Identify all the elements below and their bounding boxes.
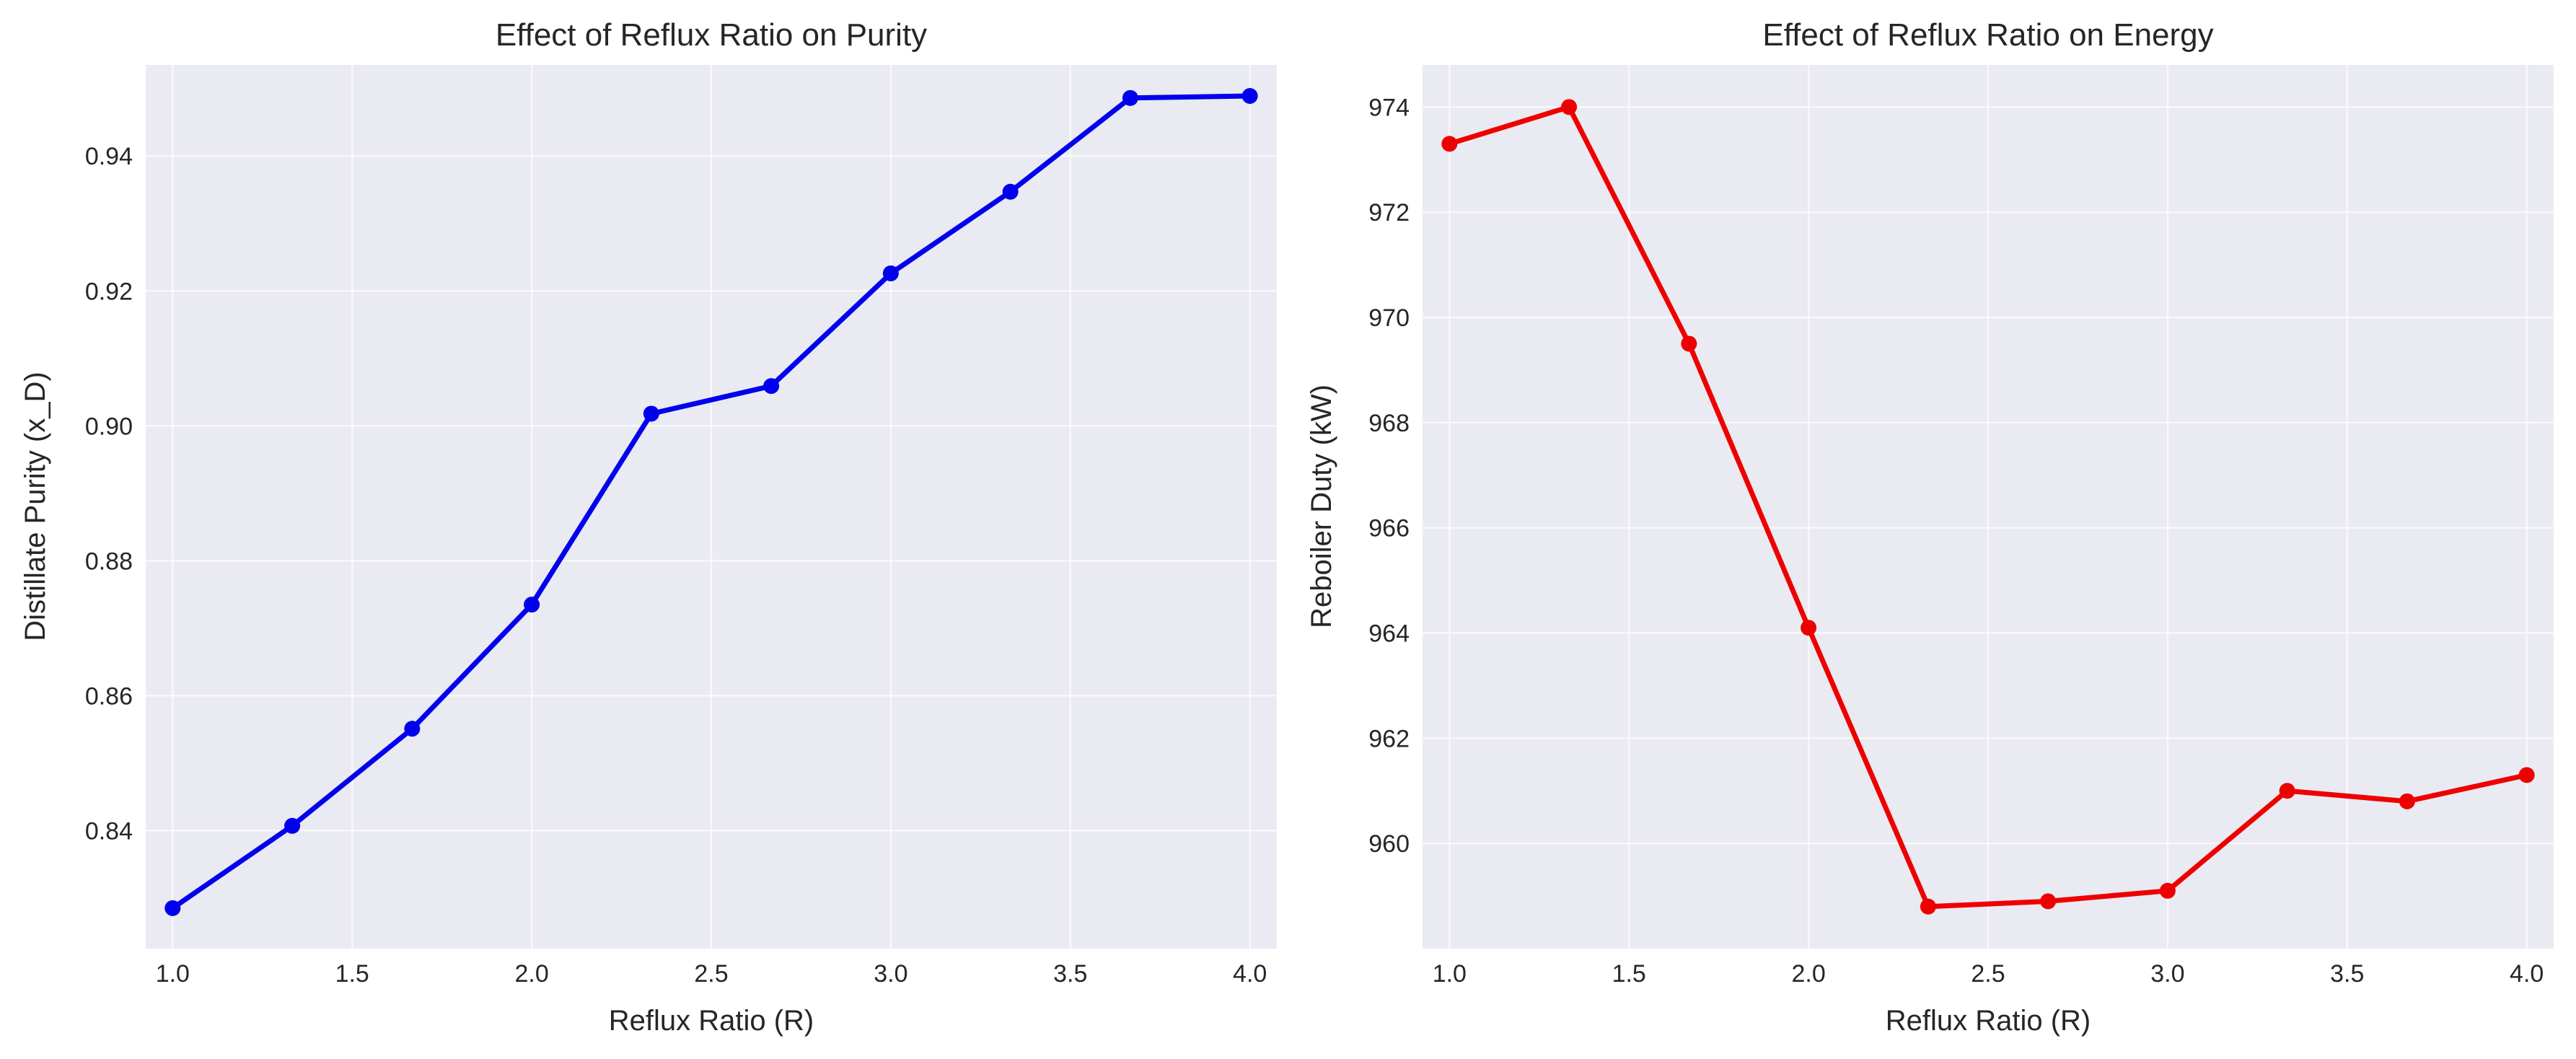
data-point [1002,183,1019,200]
tick-labels-energy: 1.0 1.5 2.0 2.5 3.0 3.5 4.0 960 962 964 966 968 970 9… [1368,94,2544,988]
x-tick-label: 3.0 [874,960,907,988]
x-axis-label-purity: Reflux Ratio (R) [609,1005,814,1037]
data-point [2040,893,2057,910]
y-tick-label: 0.92 [85,278,133,305]
y-tick-label: 0.94 [85,143,133,170]
x-tick-label: 1.0 [1433,960,1467,988]
x-tick-label: 1.5 [335,960,369,988]
data-point [1801,620,1817,636]
series-purity [164,88,1258,916]
data-point [1241,88,1258,105]
x-tick-label: 3.0 [2150,960,2184,988]
data-point [404,721,421,737]
y-tick-label: 960 [1368,830,1410,858]
x-tick-label: 2.0 [514,960,548,988]
y-tick-label: 974 [1368,94,1410,121]
y-tick-label: 964 [1368,620,1410,648]
x-tick-label: 2.0 [1791,960,1825,988]
data-point [643,405,659,422]
x-tick-label: 2.5 [1971,960,2005,988]
data-point [763,378,780,395]
x-tick-label: 1.5 [1612,960,1646,988]
series-line-purity [170,93,1253,911]
panel-purity: Effect of Reflux Ratio on Purity Reflux … [19,17,1277,1037]
y-tick-label: 968 [1368,410,1410,437]
y-tick-label: 972 [1368,199,1410,227]
data-point [2279,783,2295,799]
chart-title-energy: Effect of Reflux Ratio on Energy [1762,17,2213,53]
gridlines-purity [146,65,1277,949]
data-point [1122,89,1138,106]
y-tick-label: 0.84 [85,817,133,845]
data-point [2159,882,2176,899]
y-tick-label: 0.90 [85,413,133,440]
x-tick-label: 2.5 [694,960,728,988]
x-tick-label: 3.5 [1053,960,1087,988]
y-axis-label-purity: Distillate Purity (x_D) [19,372,51,641]
x-tick-label: 1.0 [156,960,190,988]
data-point [882,265,899,281]
data-point [1561,99,1578,115]
panel-energy: Effect of Reflux Ratio on Energy Reflux … [1306,17,2554,1037]
x-tick-label: 3.5 [2330,960,2364,988]
x-tick-label: 4.0 [1233,960,1267,988]
data-point [1441,136,1458,152]
x-tick-label: 4.0 [2510,960,2544,988]
data-point [284,817,301,834]
data-point [1681,335,1697,352]
y-tick-label: 0.86 [85,682,133,710]
y-tick-label: 966 [1368,515,1410,542]
data-point [2399,793,2415,809]
y-tick-label: 0.88 [85,548,133,575]
chart-title-purity: Effect of Reflux Ratio on Purity [496,17,927,53]
data-point [1920,898,1936,915]
x-axis-label-energy: Reflux Ratio (R) [1886,1005,2091,1037]
y-tick-label: 970 [1368,304,1410,332]
data-point [2518,767,2535,783]
y-tick-label: 962 [1368,725,1410,752]
gridlines-energy [1423,65,2554,949]
data-point [524,597,540,613]
tick-labels-purity: 1.0 1.5 2.0 2.5 3.0 3.5 4.0 0.84 0.86 0.88 0.90 0.9… [85,143,1267,988]
y-axis-label-energy: Reboiler Duty (kW) [1306,385,1337,628]
series-line-energy [1446,104,2530,910]
series-energy [1441,99,2535,915]
data-point [164,900,181,916]
